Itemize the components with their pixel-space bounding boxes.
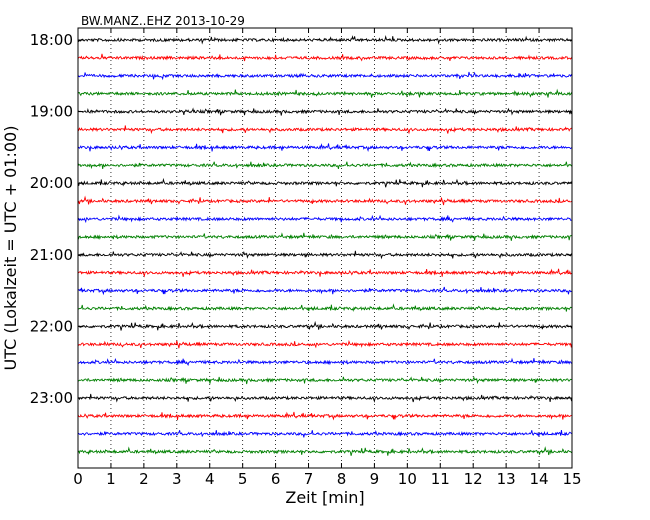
vertical-grid xyxy=(110,28,540,468)
y-tick-label: 23:00 xyxy=(30,389,73,407)
x-tick-label: 0 xyxy=(73,470,83,488)
x-tick-label: 12 xyxy=(464,470,483,488)
seismic-trace xyxy=(77,411,573,421)
x-tick-label: 2 xyxy=(139,470,149,488)
y-tick-label: 20:00 xyxy=(30,174,73,192)
plot-frame xyxy=(77,27,573,469)
x-axis-label: Zeit [min] xyxy=(285,488,364,507)
seismic-trace xyxy=(77,320,573,331)
x-tick-label: 9 xyxy=(370,470,380,488)
seismic-trace xyxy=(77,35,573,45)
x-axis-ticks: 0 1 2 3 4 5 6 7 8 9 10 11 12 13 14 15 xyxy=(73,28,582,488)
y-tick-label: 18:00 xyxy=(30,31,73,49)
x-tick-label: 5 xyxy=(238,470,248,488)
seismic-trace xyxy=(77,429,573,438)
seismic-trace xyxy=(77,286,573,296)
seismic-trace xyxy=(77,446,573,456)
seismic-trace xyxy=(77,125,573,135)
seismic-trace xyxy=(77,268,573,278)
seismic-trace xyxy=(77,357,573,366)
seismic-trace xyxy=(77,107,573,116)
x-tick-label: 8 xyxy=(337,470,347,488)
seismic-trace xyxy=(77,53,573,62)
x-tick-label: 1 xyxy=(106,470,116,488)
y-axis-label: UTC (Lokalzeit = UTC + 01:00) xyxy=(1,126,20,371)
seismic-trace xyxy=(77,232,573,241)
y-axis-ticks: 18:00 19:00 20:00 21:00 22:00 23:00 xyxy=(30,31,572,407)
x-tick-label: 15 xyxy=(562,470,581,488)
seismic-trace xyxy=(77,339,573,349)
seismic-trace xyxy=(77,88,573,98)
seismic-trace xyxy=(77,376,573,385)
x-tick-label: 4 xyxy=(205,470,215,488)
x-tick-label: 10 xyxy=(398,470,417,488)
seismic-trace xyxy=(77,71,573,81)
seismic-trace xyxy=(77,393,573,403)
seismic-trace xyxy=(77,161,573,170)
chart-title: BW.MANZ..EHZ 2013-10-29 xyxy=(81,14,245,28)
seismic-trace xyxy=(77,143,573,153)
x-tick-label: 7 xyxy=(304,470,314,488)
seismic-trace xyxy=(77,250,573,260)
y-tick-label: 19:00 xyxy=(30,103,73,121)
seismic-trace xyxy=(77,177,573,188)
x-tick-label: 13 xyxy=(497,470,516,488)
seismic-traces xyxy=(77,35,573,456)
y-tick-label: 21:00 xyxy=(30,246,73,264)
y-tick-label: 22:00 xyxy=(30,317,73,335)
seismic-trace xyxy=(77,303,573,312)
x-tick-label: 14 xyxy=(530,470,549,488)
x-tick-label: 11 xyxy=(431,470,450,488)
seismic-trace xyxy=(77,214,572,224)
x-tick-label: 3 xyxy=(172,470,182,488)
x-tick-label: 6 xyxy=(271,470,281,488)
seismic-trace xyxy=(77,195,573,206)
